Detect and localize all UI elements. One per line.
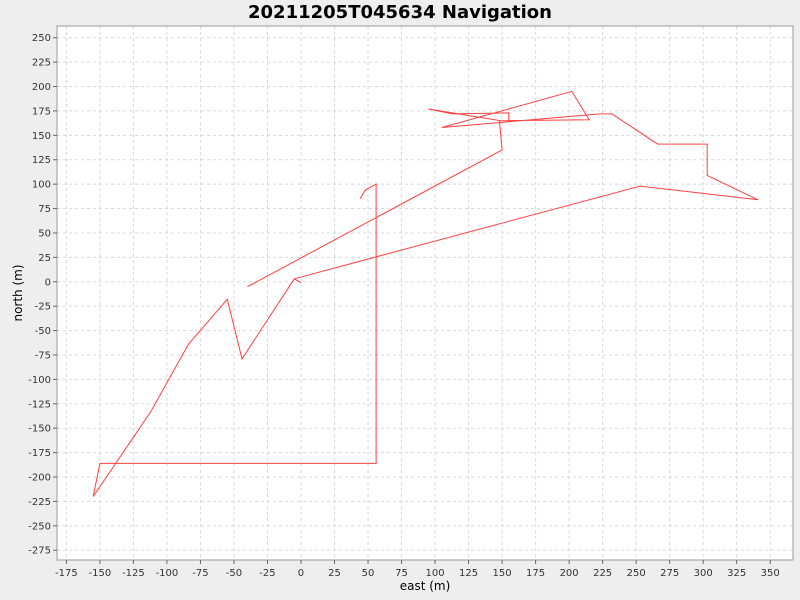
- x-tick-label: 300: [694, 568, 713, 579]
- y-tick-label: -25: [35, 302, 51, 313]
- x-axis-ticks: -175 -150 -125 -100 -75 -50 -25 0 25 50 75 100 125 15…: [55, 560, 780, 579]
- y-tick-label: -225: [28, 497, 51, 508]
- y-tick-label: 100: [32, 180, 51, 191]
- x-tick-label: -125: [122, 568, 145, 579]
- x-tick-label: 325: [727, 568, 746, 579]
- plot-area: [57, 26, 793, 560]
- x-tick-label: 100: [426, 568, 445, 579]
- y-tick-label: -250: [28, 521, 51, 532]
- y-axis-label: north (m): [11, 264, 25, 321]
- y-tick-label: 150: [32, 131, 51, 142]
- grid: [57, 26, 793, 560]
- x-tick-label: -75: [192, 568, 208, 579]
- chart-title: 20211205T045634 Navigation: [248, 2, 552, 23]
- y-tick-label: 75: [38, 204, 51, 215]
- y-tick-label: -125: [28, 399, 51, 410]
- x-tick-label: -175: [55, 568, 78, 579]
- y-tick-label: 225: [32, 58, 51, 69]
- track-line-1: [92, 183, 377, 497]
- y-tick-label: -275: [28, 546, 51, 557]
- x-tick-label: 200: [560, 568, 579, 579]
- x-tick-label: 225: [593, 568, 612, 579]
- x-tick-label: -150: [89, 568, 112, 579]
- x-tick-label: 125: [459, 568, 478, 579]
- x-tick-label: 175: [526, 568, 545, 579]
- x-tick-label: 275: [660, 568, 679, 579]
- track-line-2: [247, 90, 759, 288]
- y-tick-label: 175: [32, 106, 51, 117]
- y-tick-label: 125: [32, 155, 51, 166]
- y-tick-label: -100: [28, 375, 51, 386]
- y-tick-label: 0: [45, 277, 51, 288]
- y-tick-label: 25: [38, 253, 51, 264]
- x-tick-label: -50: [226, 568, 242, 579]
- y-tick-label: -150: [28, 424, 51, 435]
- data-layer: [92, 90, 759, 497]
- x-tick-label: 250: [627, 568, 646, 579]
- y-tick-label: 50: [38, 228, 51, 239]
- x-axis-label: east (m): [400, 579, 451, 593]
- x-tick-label: 25: [328, 568, 341, 579]
- y-tick-label: 200: [32, 82, 51, 93]
- x-tick-label: 75: [395, 568, 408, 579]
- x-tick-label: -25: [259, 568, 275, 579]
- y-tick-label: -50: [35, 326, 51, 337]
- x-tick-label: -100: [156, 568, 179, 579]
- y-tick-label: -200: [28, 473, 51, 484]
- plot-frame: [56, 25, 794, 561]
- y-tick-label: 250: [32, 33, 51, 44]
- x-tick-label: 350: [761, 568, 780, 579]
- y-tick-label: -75: [35, 350, 51, 361]
- y-tick-label: -175: [28, 448, 51, 459]
- x-tick-label: 50: [362, 568, 375, 579]
- x-tick-label: 0: [298, 568, 304, 579]
- x-tick-label: 150: [493, 568, 512, 579]
- y-axis-ticks: 2502252001751501251007550250-25-50-75-10…: [28, 33, 57, 557]
